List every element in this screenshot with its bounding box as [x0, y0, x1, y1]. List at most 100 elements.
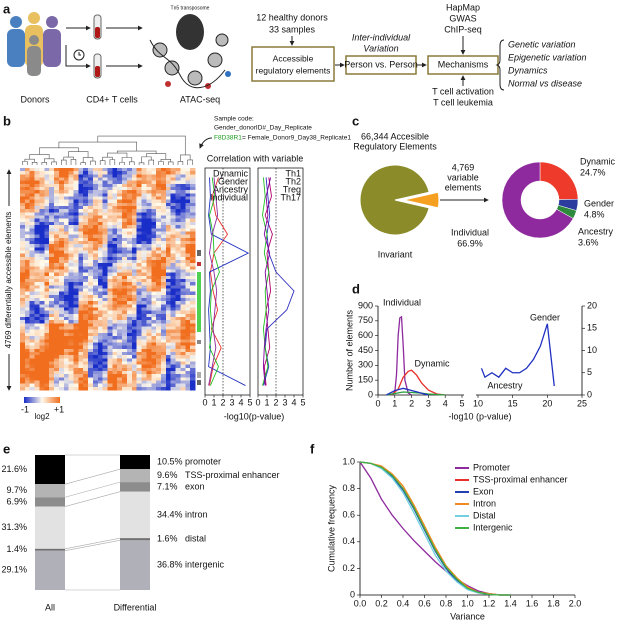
heatmap-cell [78, 221, 84, 226]
heatmap-cell [151, 180, 157, 185]
heatmap-cell [131, 269, 137, 273]
heatmap-cell [112, 215, 118, 220]
heatmap-cell [92, 183, 99, 188]
heatmap-cell [190, 196, 196, 201]
heatmap-cell [170, 247, 176, 251]
heatmap-cell [141, 171, 147, 175]
heatmap-cell [170, 298, 176, 302]
heatmap-cell [24, 168, 31, 172]
heatmap-cell [131, 307, 137, 312]
heatmap-cell [185, 358, 191, 362]
heatmap-cell [24, 342, 31, 346]
heatmap-cell [131, 386, 137, 391]
heatmap-cell [97, 304, 103, 308]
heatmap-cell [117, 193, 123, 197]
heatmap-cell [126, 386, 133, 391]
heatmap-cell [190, 367, 196, 372]
heatmap-cell [151, 380, 157, 384]
heatmap-cell [88, 202, 94, 207]
heatmap-cell [141, 304, 147, 308]
heatmap-cell [180, 183, 186, 188]
dendrogram [24, 158, 35, 163]
heatmap-cell [185, 193, 191, 197]
slice-value: 24.7% [580, 167, 606, 177]
heatmap-cell [170, 364, 176, 369]
heatmap-cell [146, 355, 152, 359]
heatmap-cell [73, 234, 79, 239]
heatmap-cell [34, 240, 40, 245]
heatmap-cell [63, 307, 69, 312]
heatmap-cell [107, 285, 113, 289]
heatmap-cell [97, 187, 103, 191]
heatmap-cell [20, 370, 26, 375]
heatmap-cell [165, 285, 171, 289]
heatmap-cell [73, 383, 79, 388]
heatmap-cell [175, 196, 181, 201]
heatmap-cell [175, 358, 181, 362]
heatmap-cell [112, 177, 118, 181]
heatmap-cell [83, 336, 89, 340]
heatmap-cell [88, 291, 94, 296]
heatmap-cell [78, 196, 84, 201]
heatmap-cell [122, 234, 128, 239]
x-tick-label: 1 [392, 398, 397, 408]
heatmap-cell [88, 209, 94, 213]
heatmap-cell [117, 367, 123, 372]
heatmap-cell [131, 380, 137, 384]
dendrogram [31, 162, 38, 165]
heatmap-cell [141, 345, 147, 350]
heatmap-cell [54, 279, 60, 283]
heatmap-cell [190, 323, 196, 327]
x-tick-label: 0.0 [354, 598, 367, 608]
heatmap-cell [34, 317, 40, 321]
heatmap-cell [136, 231, 142, 235]
heatmap-cell [160, 294, 167, 299]
heatmap-cell [97, 301, 103, 305]
heatmap-cell [68, 225, 74, 229]
heatmap-cell [34, 326, 40, 331]
heatmap-cell [49, 187, 55, 191]
heatmap-cell [112, 361, 118, 365]
heatmap-cell [44, 301, 50, 305]
heatmap-cell [190, 336, 196, 340]
heatmap-cell [175, 266, 181, 270]
heatmap-cell [190, 342, 196, 346]
heatmap-cell [136, 358, 142, 362]
heatmap-cell [175, 212, 181, 216]
heatmap-cell [117, 266, 123, 270]
heatmap-cell [131, 367, 137, 372]
heatmap-cell [170, 329, 176, 334]
heatmap-cell [78, 193, 84, 197]
heatmap-cell [88, 168, 94, 172]
heatmap-cell [151, 240, 157, 245]
bar-segment [35, 548, 65, 551]
heatmap-cell [102, 323, 108, 327]
heatmap-cell [49, 231, 55, 235]
heatmap-cell [141, 168, 147, 172]
heatmap-cell [63, 266, 69, 270]
heatmap-cell [78, 294, 84, 299]
heatmap-cell [73, 250, 79, 254]
heatmap-cell [141, 275, 147, 280]
heatmap-cell [88, 199, 94, 204]
heatmap-cell [122, 313, 128, 318]
heatmap-cell [20, 313, 26, 318]
heatmap-cell [131, 253, 137, 258]
heatmap-cell [175, 329, 181, 334]
heatmap-cell [88, 237, 94, 242]
heatmap-cell [73, 380, 79, 384]
heatmap-cell [58, 269, 65, 273]
heatmap-cell [88, 253, 94, 258]
heatmap-cell [29, 383, 35, 388]
heatmap-cell [136, 206, 142, 210]
heatmap-cell [20, 212, 26, 216]
heatmap-cell [180, 199, 186, 204]
heatmap-cell [24, 380, 31, 384]
heatmap-cell [107, 320, 113, 324]
heatmap-cell [151, 323, 157, 327]
heatmap-cell [24, 361, 31, 365]
heatmap-cell [117, 374, 123, 378]
heatmap-cell [68, 332, 74, 337]
heatmap-cell [175, 364, 181, 369]
heatmap-cell [170, 370, 176, 375]
